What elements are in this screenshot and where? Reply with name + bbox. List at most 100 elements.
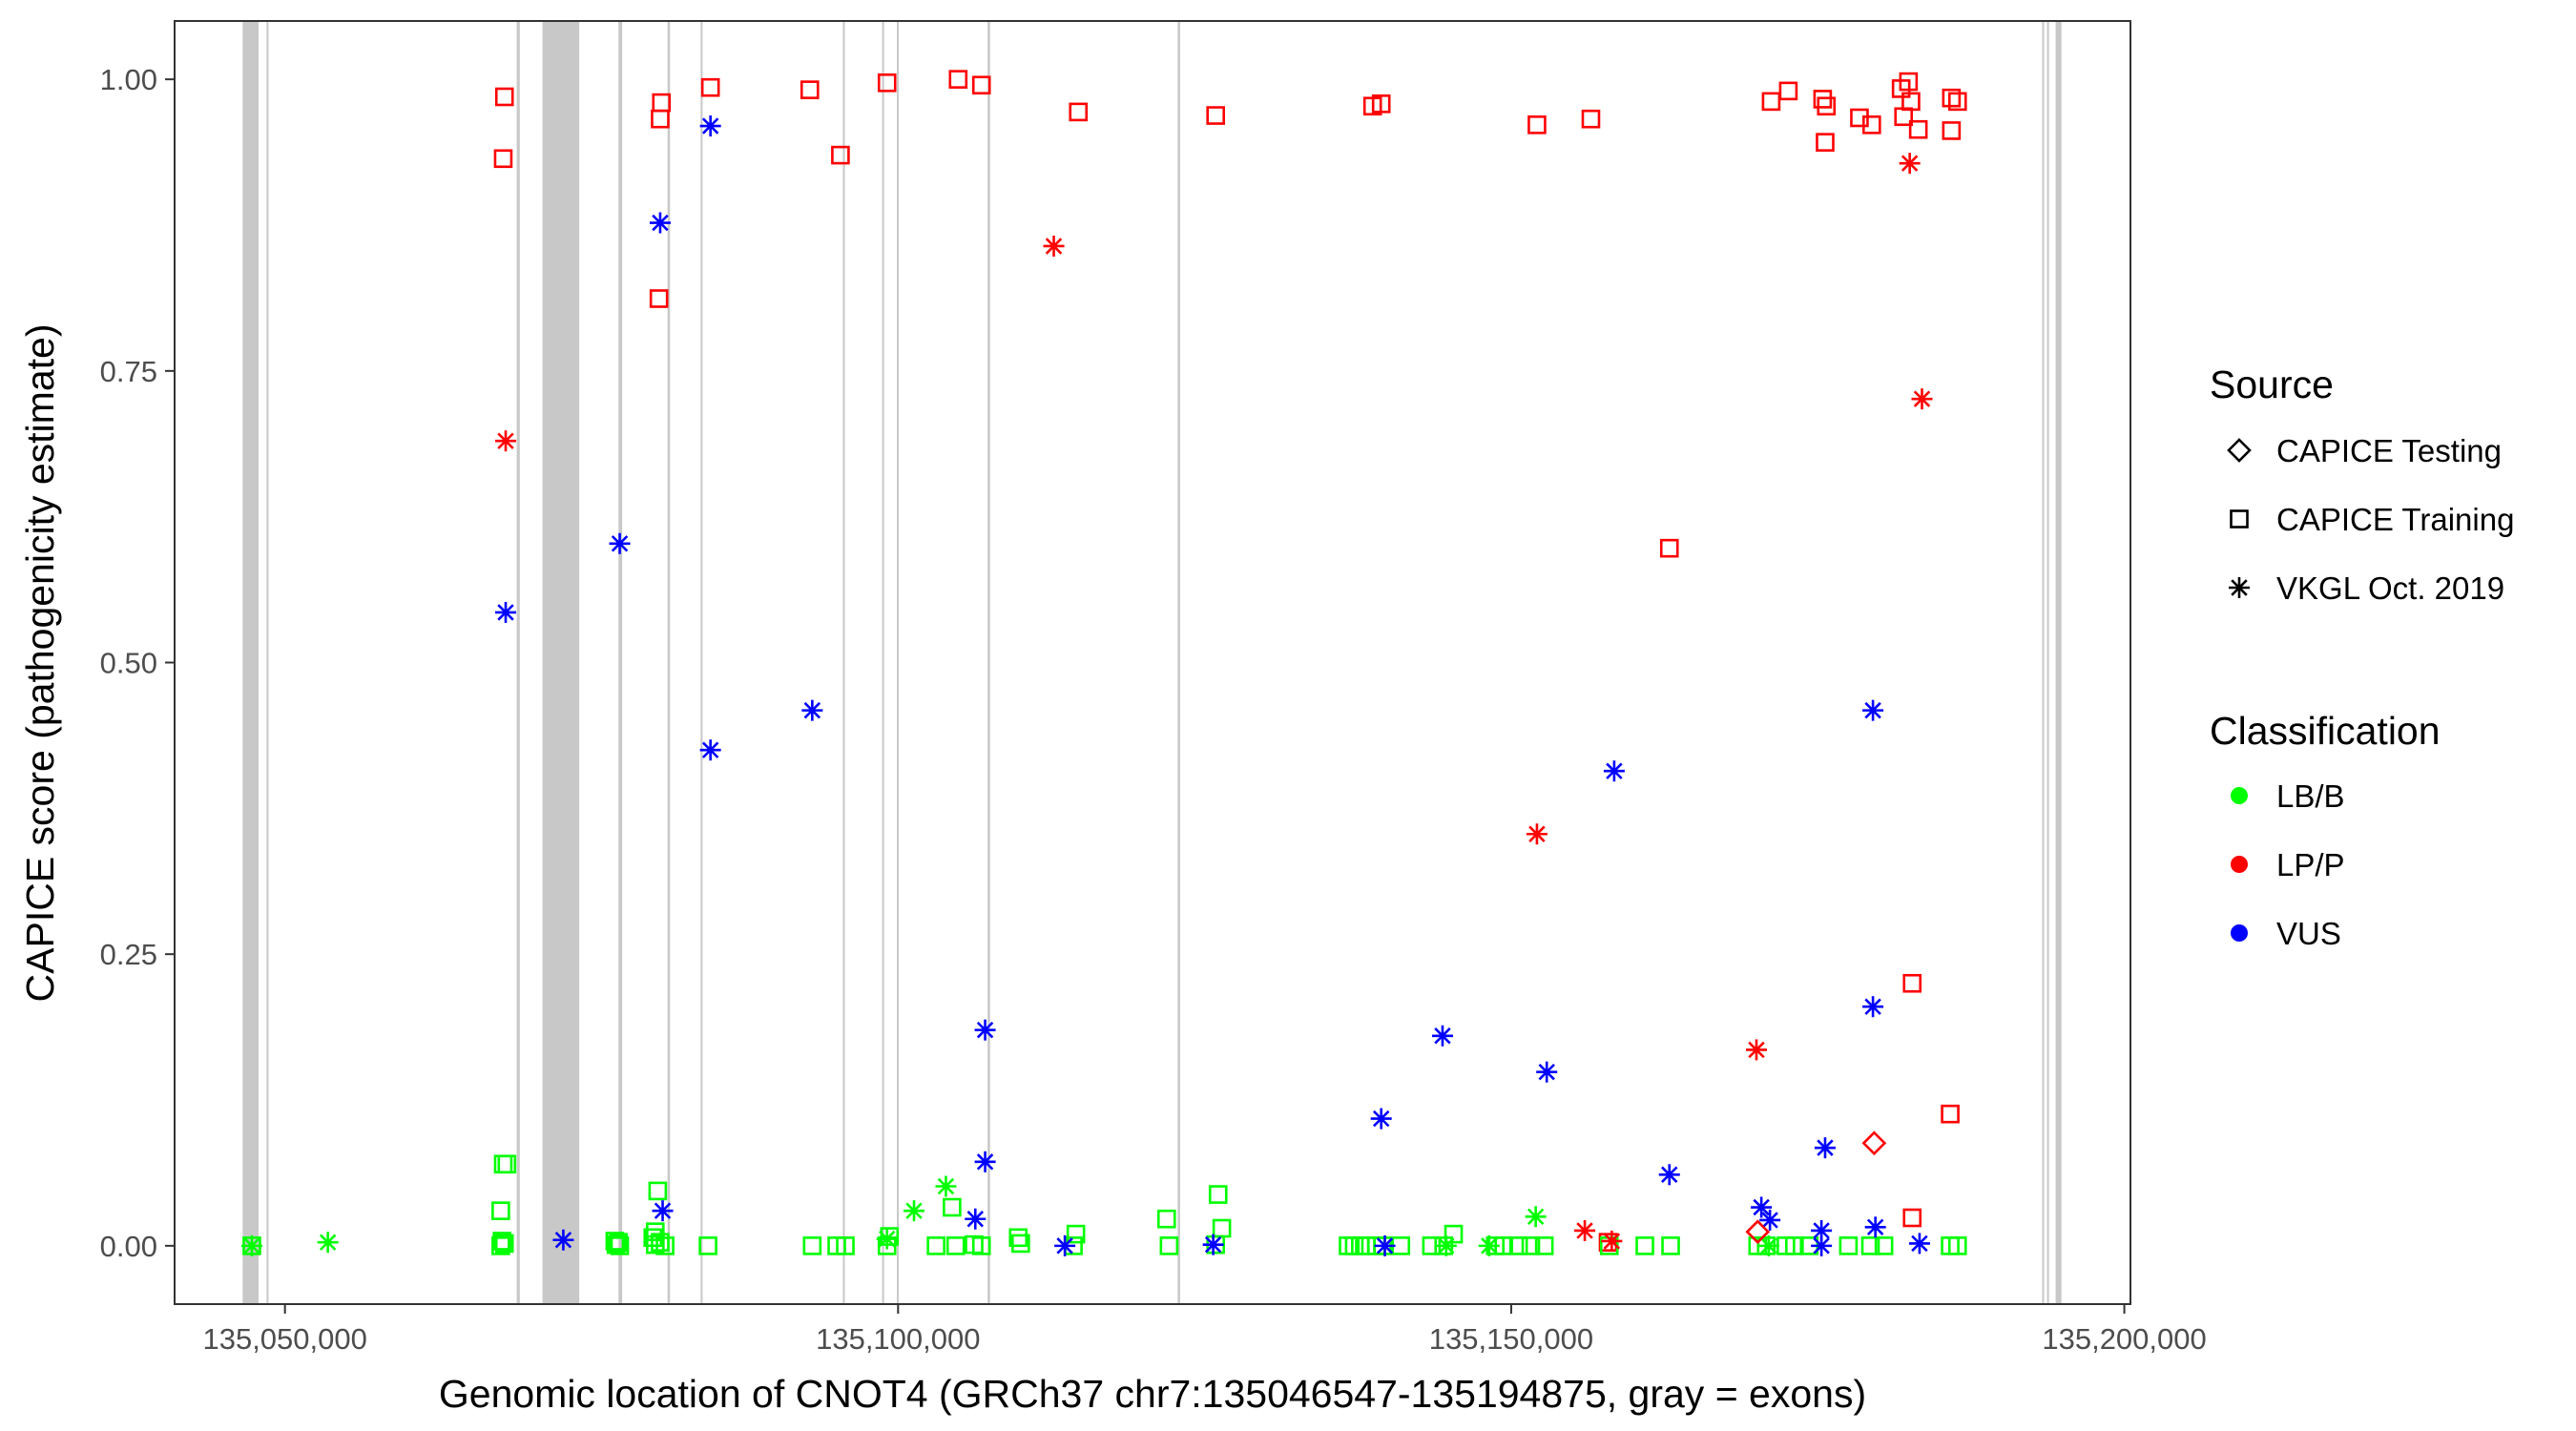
vkgl-lp-p-point: [495, 430, 517, 452]
training-lb-b-point: [1008, 1228, 1028, 1248]
training-lb-b-point: [1839, 1236, 1859, 1255]
training-lb-b-point: [1444, 1224, 1464, 1244]
x-axis: 135,050,000 135,100,000 135,150,000 135,200…: [202, 1304, 2207, 1356]
training-lb-b-point: [1874, 1236, 1894, 1255]
exon-band: [618, 21, 623, 1304]
vkgl-vus-point: [649, 212, 671, 234]
legend-label-classification: VUS: [2276, 916, 2341, 951]
legend-key-dot: [2231, 924, 2248, 942]
exon-band: [842, 21, 845, 1304]
x-tick-label: 135,050,000: [202, 1322, 366, 1356]
vkgl-vus-point: [974, 1151, 996, 1172]
exon-band: [897, 21, 900, 1304]
vkgl-lp-p-point: [1601, 1230, 1623, 1252]
vkgl-vus-point: [1751, 1196, 1773, 1218]
vkgl-lb-b-point: [1478, 1234, 1500, 1256]
exon-band: [987, 21, 990, 1304]
vkgl-vus-point: [699, 739, 721, 761]
y-tick-label: 0.75: [100, 355, 157, 388]
vkgl-lb-b-point: [876, 1228, 898, 1250]
training-lp-p-point: [1862, 115, 1881, 135]
testing-lp-p-point: [1745, 1219, 1771, 1245]
y-tick-label: 0.00: [100, 1230, 157, 1263]
legend-classification-title: Classification: [2210, 709, 2441, 753]
training-lb-b-point: [497, 1154, 517, 1174]
training-lp-p-point: [1902, 1208, 1922, 1228]
vkgl-lb-b-point: [317, 1232, 339, 1254]
training-lp-p-point: [1942, 121, 1962, 140]
vkgl-vus-point: [552, 1229, 574, 1251]
vkgl-lp-p-point: [1899, 153, 1921, 175]
training-lp-p-point: [877, 73, 897, 93]
vkgl-vus-point: [1054, 1234, 1076, 1256]
training-lb-b-point: [1534, 1236, 1554, 1255]
training-lb-b-point: [491, 1236, 510, 1255]
legend-label-source: VKGL Oct. 2019: [2276, 570, 2504, 606]
training-lp-p-point: [1659, 538, 1679, 558]
exon-band: [242, 21, 260, 1304]
x-axis-title: Genomic location of CNOT4 (GRCh37 chr7:1…: [439, 1372, 1866, 1416]
vkgl-lb-b-point: [1757, 1234, 1779, 1256]
training-lp-p-point: [1947, 92, 1967, 112]
training-lb-b-point: [1947, 1236, 1967, 1255]
exon-band: [2046, 21, 2049, 1304]
vkgl-lb-b-point: [240, 1234, 262, 1256]
training-lb-b-point: [698, 1236, 717, 1255]
y-tick-label: 0.50: [100, 647, 157, 680]
training-lp-p-point: [1778, 81, 1798, 101]
training-lb-b-point: [943, 1197, 962, 1217]
training-lp-p-point: [1899, 72, 1919, 92]
vkgl-lp-p-point: [1911, 388, 1933, 410]
x-tick-label: 135,100,000: [816, 1322, 980, 1356]
training-lp-p-point: [800, 80, 820, 99]
vkgl-vus-point: [965, 1208, 987, 1230]
vkgl-vus-point: [1374, 1234, 1396, 1256]
vkgl-vus-point: [1759, 1209, 1781, 1231]
testing-lp-p-point: [1861, 1130, 1887, 1156]
vkgl-vus-point: [1536, 1061, 1558, 1083]
vkgl-vus-point: [652, 1200, 674, 1222]
training-lb-b-point: [1159, 1236, 1179, 1255]
training-lb-b-point: [491, 1201, 510, 1220]
training-lb-b-point: [971, 1236, 991, 1255]
training-lb-b-point: [802, 1236, 822, 1255]
training-lp-p-point: [1206, 106, 1225, 125]
training-lp-p-point: [1581, 109, 1601, 129]
x-tick-label: 135,200,000: [2042, 1322, 2206, 1356]
vkgl-vus-point: [974, 1019, 996, 1041]
vkgl-vus-point: [1431, 1025, 1453, 1047]
training-lb-b-point: [1156, 1209, 1176, 1229]
vkgl-vus-point: [1864, 1216, 1886, 1238]
vkgl-lb-b-point: [1525, 1206, 1547, 1228]
data-points: [240, 70, 1967, 1256]
training-lb-b-point: [1011, 1234, 1030, 1254]
exon-band: [266, 21, 269, 1304]
legend-key-diamond: [2227, 438, 2252, 463]
exon-band: [516, 21, 520, 1304]
vkgl-vus-point: [1202, 1234, 1224, 1255]
training-lb-b-point: [1521, 1236, 1541, 1255]
legend: Source Classification CAPICE TestingCAPI…: [2210, 363, 2514, 951]
training-lp-p-point: [651, 109, 670, 129]
training-lb-b-point: [1635, 1236, 1654, 1255]
vkgl-vus-point: [1370, 1108, 1392, 1130]
exon-band: [700, 21, 703, 1304]
legend-label-classification: LB/B: [2276, 778, 2345, 814]
vkgl-lb-b-point: [904, 1200, 925, 1222]
training-lp-p-point: [649, 289, 669, 308]
training-lb-b-point: [945, 1236, 966, 1255]
vkgl-vus-point: [1908, 1233, 1930, 1255]
y-tick-label: 1.00: [100, 63, 157, 96]
training-lp-p-point: [1371, 94, 1391, 114]
training-lp-p-point: [948, 70, 968, 89]
legend-key-dot: [2231, 787, 2248, 804]
training-lp-p-point: [1069, 102, 1089, 122]
training-lp-p-point: [971, 75, 991, 95]
training-lb-b-point: [1661, 1236, 1680, 1255]
training-lb-b-point: [1208, 1185, 1228, 1204]
training-lb-b-point: [655, 1236, 675, 1255]
exon-bands: [242, 21, 2062, 1304]
exon-band: [542, 21, 580, 1304]
